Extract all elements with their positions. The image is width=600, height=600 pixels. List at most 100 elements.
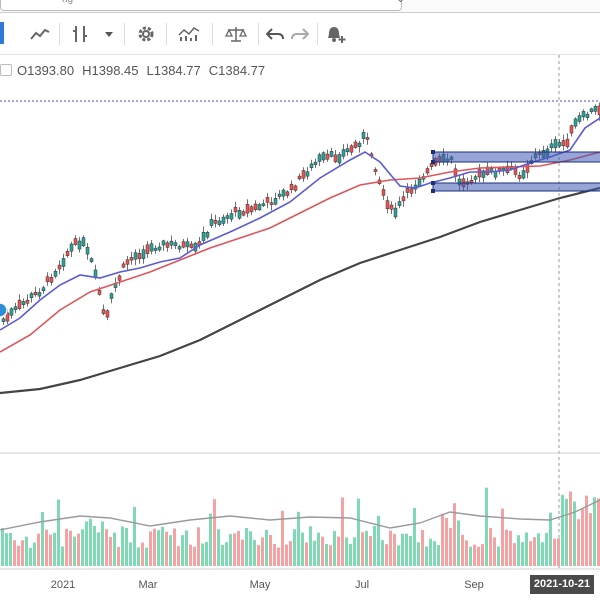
candle-body xyxy=(9,308,14,316)
candle-body xyxy=(469,179,474,183)
bell-plus-icon xyxy=(328,27,346,43)
candle-body xyxy=(477,168,482,178)
volume-bar xyxy=(245,528,248,566)
candle-body xyxy=(17,299,22,309)
moving-average-mid-line xyxy=(0,151,600,353)
volume-bar xyxy=(289,541,292,566)
volume-bar xyxy=(373,526,376,566)
toolbar-separator xyxy=(166,23,167,45)
candle-body xyxy=(277,193,282,197)
candle-body xyxy=(109,293,114,299)
volume-bar xyxy=(441,513,444,566)
candle-body xyxy=(81,237,86,247)
candle-body xyxy=(141,249,146,259)
candle-body xyxy=(61,258,66,267)
undo-button[interactable] xyxy=(264,20,286,48)
candle-body xyxy=(41,287,46,291)
volume-bar xyxy=(401,533,404,566)
candle-body xyxy=(273,198,278,205)
volume-bar xyxy=(109,537,112,566)
candle-body xyxy=(293,185,298,191)
volume-bar xyxy=(349,543,352,566)
volume-bar xyxy=(285,544,288,566)
volume-bar xyxy=(361,532,364,566)
volume-bar xyxy=(381,540,384,566)
ohlc-open: O1393.80 xyxy=(17,63,75,78)
volume-bar xyxy=(481,544,484,566)
candle-body xyxy=(73,238,78,245)
candle-body xyxy=(229,213,234,220)
settings-button[interactable] xyxy=(132,20,160,48)
compare-button[interactable] xyxy=(222,20,250,48)
volume-bar xyxy=(49,534,52,566)
scale-icon xyxy=(225,27,247,42)
candle-body xyxy=(301,170,306,179)
volume-bar xyxy=(477,546,480,566)
redo-button[interactable] xyxy=(289,20,311,48)
candle-body xyxy=(25,299,30,304)
time-axis-label: Mar xyxy=(139,579,158,591)
chevron-down-icon[interactable]: ⌄ xyxy=(396,0,405,5)
candle-body xyxy=(309,163,314,168)
time-axis-label: Sep xyxy=(464,579,484,591)
volume-bar xyxy=(513,543,516,566)
volume-bar xyxy=(309,526,312,566)
chart-type-dropdown-button[interactable] xyxy=(100,20,118,48)
volume-bar xyxy=(325,544,328,566)
volume-bar xyxy=(177,546,180,566)
volume-bar xyxy=(253,539,256,566)
volume-bar xyxy=(137,547,140,566)
volume-bar xyxy=(121,526,124,566)
volume-bar xyxy=(249,531,252,566)
zone-handle xyxy=(431,181,435,185)
candle-body xyxy=(393,207,398,218)
volume-bar xyxy=(101,521,104,566)
candle-body xyxy=(489,168,494,172)
symbol-settings-icon[interactable] xyxy=(0,64,12,76)
candle-body xyxy=(77,240,82,250)
volume-bar xyxy=(549,512,552,566)
candle-body xyxy=(453,168,458,177)
price-marker xyxy=(0,302,8,318)
volume-bar xyxy=(573,501,576,566)
candle-body xyxy=(317,154,322,162)
candle-body xyxy=(245,204,250,214)
volume-bar xyxy=(553,538,556,566)
volume-bar xyxy=(189,544,192,566)
candle-body xyxy=(401,196,406,202)
volume-bar xyxy=(213,499,216,566)
alert-button[interactable] xyxy=(322,20,350,48)
volume-bar xyxy=(93,526,96,566)
volume-bar xyxy=(25,536,28,566)
volume-bar xyxy=(357,498,360,566)
candle-body xyxy=(321,152,326,161)
volume-bar xyxy=(337,536,340,566)
candle-body xyxy=(121,263,126,268)
candle-body xyxy=(569,125,574,134)
candle-body xyxy=(265,197,270,203)
candle-body xyxy=(577,115,582,122)
chart-type-candles-button[interactable] xyxy=(66,20,94,48)
candle-body xyxy=(181,241,186,248)
candle-body xyxy=(521,170,526,179)
volume-bar xyxy=(13,540,16,566)
indicators-button[interactable] xyxy=(175,20,203,48)
volume-bar xyxy=(489,527,492,566)
candle-body xyxy=(257,204,262,211)
volume-bar xyxy=(421,530,424,566)
volume-bar xyxy=(485,487,488,566)
volume-bar xyxy=(537,533,540,566)
volume-bar xyxy=(561,494,564,566)
candle-body xyxy=(69,243,74,252)
volume-bar xyxy=(221,544,224,566)
volume-bar xyxy=(353,537,356,566)
candle-body xyxy=(329,151,334,157)
volume-bar xyxy=(169,535,172,566)
chart-type-line-button[interactable] xyxy=(26,20,54,48)
volume-bar xyxy=(533,537,536,566)
candle-body xyxy=(341,149,346,157)
volume-bar xyxy=(365,531,368,566)
candle-body xyxy=(565,138,570,148)
volume-bar xyxy=(153,528,156,566)
